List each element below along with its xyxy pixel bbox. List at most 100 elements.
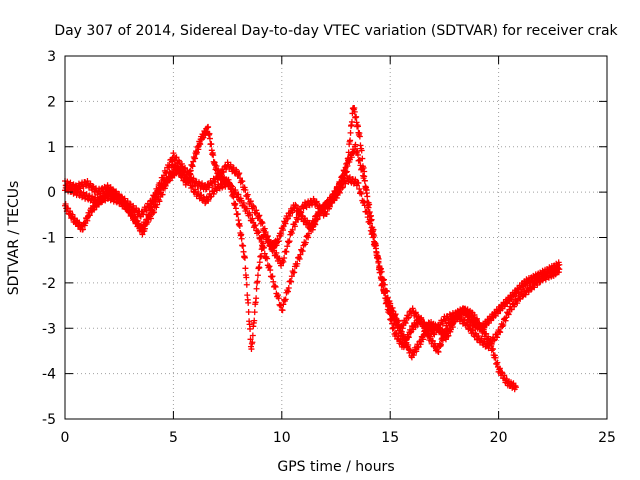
x-tick-label: 10 bbox=[273, 430, 291, 446]
data-point bbox=[333, 194, 340, 201]
data-point bbox=[154, 201, 161, 208]
data-point bbox=[266, 263, 273, 270]
data-point bbox=[294, 260, 301, 267]
data-point bbox=[254, 228, 261, 235]
data-point bbox=[361, 202, 368, 209]
data-point bbox=[288, 273, 295, 280]
data-point bbox=[365, 204, 372, 211]
data-point bbox=[261, 250, 268, 257]
data-point bbox=[367, 220, 374, 227]
data-point bbox=[234, 211, 241, 218]
data-point bbox=[496, 328, 503, 335]
data-point bbox=[360, 198, 367, 205]
data-point bbox=[522, 291, 529, 298]
data-point bbox=[308, 226, 315, 233]
data-point bbox=[267, 241, 274, 248]
data-point bbox=[247, 325, 254, 332]
data-point bbox=[395, 318, 402, 325]
data-point bbox=[269, 273, 276, 280]
data-point bbox=[248, 346, 255, 353]
data-point bbox=[322, 204, 329, 211]
data-point bbox=[384, 294, 391, 301]
data-point bbox=[178, 160, 185, 167]
data-point bbox=[490, 337, 497, 344]
data-point bbox=[144, 219, 151, 226]
data-point bbox=[402, 320, 409, 327]
data-point bbox=[377, 265, 384, 272]
data-point bbox=[299, 248, 306, 255]
data-point bbox=[488, 341, 495, 348]
data-point bbox=[295, 216, 302, 223]
data-point bbox=[264, 233, 271, 240]
data-point bbox=[373, 248, 380, 255]
series-C bbox=[62, 160, 563, 352]
data-point bbox=[195, 189, 202, 196]
data-point bbox=[437, 341, 444, 348]
x-tick-label: 5 bbox=[169, 430, 178, 446]
data-point bbox=[151, 209, 158, 216]
data-point bbox=[356, 133, 363, 140]
data-point bbox=[254, 272, 261, 279]
data-point bbox=[351, 108, 358, 115]
data-point bbox=[186, 177, 193, 184]
data-point bbox=[361, 177, 368, 184]
data-point bbox=[339, 184, 346, 191]
data-point bbox=[361, 168, 368, 175]
data-point bbox=[492, 354, 499, 361]
data-point bbox=[354, 123, 361, 130]
data-point bbox=[282, 296, 289, 303]
data-point bbox=[405, 314, 412, 321]
data-point bbox=[147, 215, 154, 222]
data-point bbox=[255, 229, 262, 236]
data-point bbox=[139, 226, 146, 233]
data-point bbox=[133, 205, 140, 212]
data-point bbox=[390, 324, 397, 331]
data-point bbox=[353, 113, 360, 120]
data-point bbox=[173, 154, 180, 161]
data-point bbox=[271, 282, 278, 289]
data-point bbox=[240, 200, 247, 207]
data-point bbox=[247, 211, 254, 218]
data-point bbox=[384, 288, 391, 295]
data-point bbox=[153, 204, 160, 211]
x-tick-label: 0 bbox=[61, 430, 70, 446]
data-point bbox=[347, 137, 354, 144]
x-tick-label: 20 bbox=[490, 430, 508, 446]
data-point bbox=[336, 188, 343, 195]
data-point bbox=[405, 315, 412, 322]
data-point bbox=[343, 172, 350, 179]
data-point bbox=[347, 129, 354, 136]
data-point bbox=[262, 228, 269, 235]
x-tick-label: 25 bbox=[598, 430, 616, 446]
data-point bbox=[505, 311, 512, 318]
data-point bbox=[387, 300, 394, 307]
data-point bbox=[192, 155, 199, 162]
data-point bbox=[154, 187, 161, 194]
data-point bbox=[84, 178, 91, 185]
data-point bbox=[363, 208, 370, 215]
data-point bbox=[206, 135, 213, 142]
data-point bbox=[165, 173, 172, 180]
data-point bbox=[245, 299, 252, 306]
data-point bbox=[291, 223, 298, 230]
y-tick-label: -1 bbox=[42, 231, 56, 247]
data-point bbox=[466, 322, 473, 329]
data-point bbox=[369, 230, 376, 237]
data-point bbox=[307, 226, 314, 233]
data-point bbox=[151, 194, 158, 201]
data-point bbox=[475, 332, 482, 339]
data-point bbox=[372, 242, 379, 249]
data-point bbox=[168, 158, 175, 165]
data-point bbox=[258, 238, 265, 245]
data-point bbox=[110, 186, 117, 193]
data-point bbox=[251, 317, 258, 324]
data-point bbox=[267, 240, 274, 247]
data-point bbox=[381, 276, 388, 283]
data-point bbox=[359, 155, 366, 162]
data-point bbox=[485, 345, 492, 352]
data-point bbox=[240, 248, 247, 255]
data-point bbox=[255, 213, 262, 220]
data-point bbox=[236, 170, 243, 177]
data-point bbox=[260, 244, 267, 251]
